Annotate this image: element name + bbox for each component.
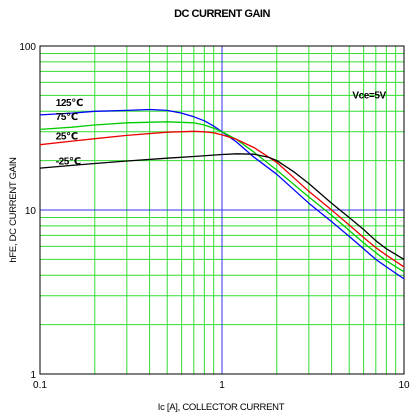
series-label: 125℃	[56, 98, 83, 109]
series-lines	[39, 108, 405, 280]
series-line-3	[39, 153, 405, 260]
series-label: -25℃	[56, 156, 81, 167]
series-label: 25℃	[56, 131, 78, 142]
series-labels: 125℃ 75℃ 25℃ -25℃ Vce=5V	[56, 90, 387, 167]
y-tick-label: 100	[19, 42, 36, 53]
x-tick-label: 0.1	[33, 380, 47, 391]
chart-title: DC CURRENT GAIN	[174, 8, 270, 20]
x-tick-label: 1	[219, 380, 225, 391]
y-tick-label: 1	[30, 370, 36, 381]
series-line-2	[39, 130, 405, 268]
y-axis-label: hFE, DC CURRENT GAIN	[8, 157, 19, 263]
plot-frame	[39, 45, 405, 375]
x-axis-label: Ic [A], COLLECTOR CURRENT	[158, 402, 285, 413]
x-tick-label: 10	[398, 380, 410, 391]
y-tick-label: 10	[25, 206, 37, 217]
condition-annotation: Vce=5V	[352, 90, 386, 101]
series-label: 75℃	[56, 112, 78, 123]
major-grid-lines	[40, 46, 404, 374]
